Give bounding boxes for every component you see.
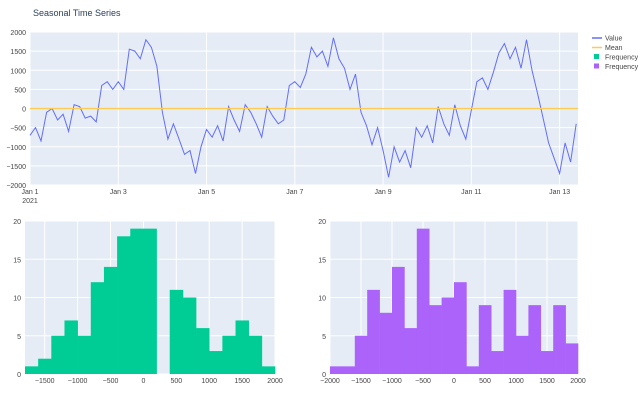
- histogram-bar: [379, 312, 393, 374]
- y-tick-label: 20: [13, 219, 21, 226]
- y-tick-label: 20: [318, 219, 326, 226]
- histogram-bar: [503, 289, 517, 374]
- histogram-bar: [330, 366, 343, 374]
- histogram-bar: [51, 335, 65, 374]
- histogram-bar: [354, 335, 368, 374]
- y-tick-label: 2000: [10, 30, 26, 37]
- histogram-bar: [367, 289, 380, 374]
- histogram-bar: [25, 366, 39, 374]
- x-tick-label: Jan 1: [21, 189, 38, 196]
- y-tick-label: 5: [17, 334, 21, 341]
- histogram-bar: [478, 305, 492, 374]
- histogram-bar: [454, 282, 467, 374]
- histogram-bar: [235, 320, 249, 374]
- y-tick-label: 15: [318, 257, 326, 264]
- y-tick-label: 10: [318, 296, 326, 303]
- x-tick-label: 500: [170, 378, 182, 385]
- legend-item-3[interactable]: Frequency: [594, 63, 639, 72]
- x-tick-label: 500: [479, 378, 491, 385]
- legend-label: Mean: [605, 45, 623, 52]
- y-tick-label: −1000: [6, 145, 26, 152]
- legend-item-2[interactable]: Frequency: [594, 54, 639, 62]
- histogram-bar: [103, 266, 118, 374]
- x-tick-label: 2000: [267, 378, 283, 385]
- y-tick-label: 15: [13, 257, 21, 264]
- legend-label: Frequency: [605, 55, 639, 62]
- legend-label: Value: [605, 36, 622, 43]
- x-tick-label: 0: [452, 378, 456, 385]
- histogram-bar: [565, 343, 579, 374]
- histogram-bar: [117, 236, 131, 374]
- value-line: [29, 37, 577, 178]
- histogram-bar: [528, 305, 542, 374]
- x-tick-label: 1500: [539, 378, 555, 385]
- histogram-bar: [182, 297, 197, 374]
- legend-label: Frequency: [605, 64, 639, 71]
- x-tick-label: −1000: [382, 378, 402, 385]
- x-tick-label: 1000: [201, 378, 217, 385]
- histogram-bar: [466, 366, 480, 374]
- x-tick-label: Jan 11: [461, 189, 482, 196]
- x-tick-label: 1500: [234, 378, 250, 385]
- histogram-bar: [38, 358, 52, 374]
- histogram-bar: [261, 366, 276, 374]
- histogram-bar: [429, 305, 442, 374]
- histogram-bar: [222, 335, 236, 374]
- y-tick-label: 0: [22, 107, 26, 114]
- y-tick-label: 1500: [10, 49, 26, 56]
- legend-item-0[interactable]: Value: [592, 36, 622, 43]
- chart-title: Seasonal Time Series: [33, 8, 121, 18]
- y-tick-label: 1000: [10, 68, 26, 75]
- histogram-bar: [209, 351, 223, 374]
- histogram-bar: [90, 282, 105, 374]
- histogram-bar: [491, 351, 504, 374]
- x-tick-label: −1500: [351, 378, 371, 385]
- histogram-bar: [392, 266, 405, 374]
- x-tick-label: Jan 9: [375, 189, 392, 196]
- histogram-bar: [416, 228, 430, 374]
- x-tick-label: −1000: [68, 378, 88, 385]
- y-tick-label: 0: [17, 372, 21, 379]
- y-tick-label: 0: [322, 372, 326, 379]
- y-tick-label: 500: [14, 87, 26, 94]
- x-tick-label: 1000: [508, 378, 524, 385]
- legend-item-1[interactable]: Mean: [592, 45, 623, 52]
- y-tick-label: 10: [13, 296, 21, 303]
- x-tick-label: Jan 7: [286, 189, 303, 196]
- y-tick-label: −2000: [6, 183, 26, 190]
- x-tick-label: −500: [103, 378, 119, 385]
- x-tick-label: Jan 3: [110, 189, 127, 196]
- y-tick-label: 5: [322, 334, 326, 341]
- histogram-bar: [404, 328, 418, 374]
- histogram-bar: [143, 228, 157, 374]
- x-tick-label: −1500: [35, 378, 55, 385]
- x-tick-year-label: 2021: [22, 198, 38, 205]
- histogram-bar: [169, 289, 184, 374]
- y-tick-label: −1500: [6, 164, 26, 171]
- legend-square-icon: [594, 54, 599, 59]
- histogram-bar: [553, 305, 566, 374]
- histogram-bar: [64, 320, 78, 374]
- x-tick-label: Jan 5: [198, 189, 215, 196]
- histogram-bar: [77, 335, 92, 374]
- histogram-bar: [540, 351, 554, 374]
- histogram-bar: [248, 335, 263, 374]
- y-tick-label: −500: [10, 126, 26, 133]
- histogram-bar: [130, 228, 144, 374]
- x-tick-label: −2000: [320, 378, 340, 385]
- histogram-bar: [516, 335, 529, 374]
- x-tick-label: Jan 13: [549, 189, 570, 196]
- x-tick-label: 0: [141, 378, 145, 385]
- x-tick-label: 2000: [570, 378, 586, 385]
- legend-square-icon: [594, 63, 599, 69]
- histogram-bar: [196, 328, 210, 374]
- histogram-bar: [342, 366, 356, 374]
- histogram-bar: [441, 297, 455, 374]
- x-tick-label: −500: [415, 378, 431, 385]
